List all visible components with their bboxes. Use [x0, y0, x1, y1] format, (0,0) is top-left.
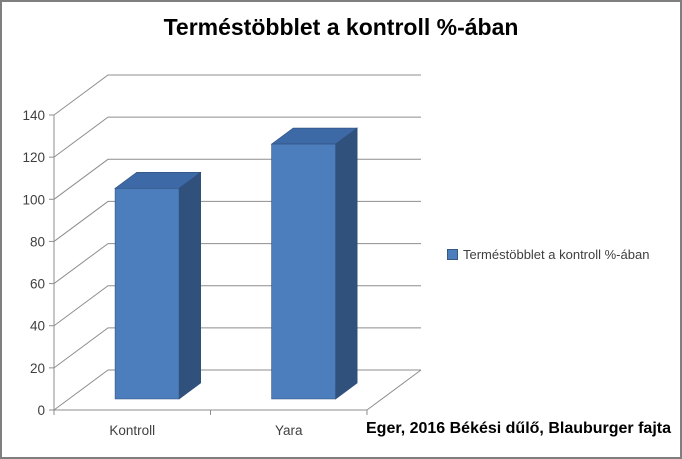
y-axis-label: 20: [30, 361, 45, 376]
gridline: [53, 116, 421, 158]
y-axis-label: 60: [30, 277, 45, 292]
x-axis-label: Kontroll: [109, 423, 155, 438]
y-axis-label: 140: [22, 108, 45, 123]
gridline: [53, 243, 421, 284]
y-axis-label: 120: [22, 150, 45, 165]
bar-yara: [270, 127, 359, 400]
legend: Terméstöbblet a kontroll %-ában: [447, 247, 649, 262]
bar-front-face: [271, 143, 336, 400]
bar-front-face: [114, 187, 180, 400]
x-axis-label: Yara: [275, 423, 303, 438]
legend-swatch-icon: [447, 249, 458, 260]
y-axis-label: 40: [30, 319, 45, 334]
bar-side-face: [335, 127, 358, 400]
y-axis-label: 80: [30, 234, 45, 249]
chart-title: Terméstöbblet a kontroll %-ában: [163, 14, 519, 40]
legend-label: Terméstöbblet a kontroll %-ában: [463, 247, 650, 262]
gridline: [53, 327, 421, 369]
gridline: [53, 74, 421, 116]
y-axis-label: 0: [37, 403, 45, 418]
bar-side-face: [178, 171, 201, 400]
floor-edges: [53, 369, 422, 411]
footer-note: Eger, 2016 Békési dűlő, Blauburger fajta: [366, 420, 671, 437]
y-axis-label: 100: [22, 192, 45, 207]
bar-kontroll: [114, 171, 202, 400]
gridline: [53, 285, 421, 327]
gridline: [53, 200, 421, 242]
gridline: [53, 158, 421, 200]
